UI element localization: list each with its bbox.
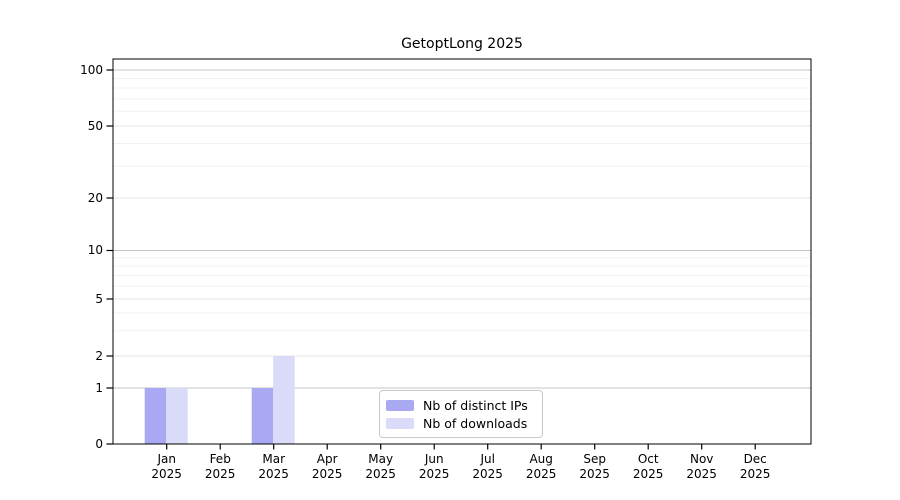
y-tick-label: 2 [95, 348, 103, 363]
x-tick-label: Feb 2025 [204, 452, 236, 481]
y-tick-label: 100 [80, 62, 103, 77]
legend-swatch-distinct-ips [386, 399, 414, 411]
legend-item-downloads: Nb of downloads [386, 415, 534, 434]
x-tick-label: Jan 2025 [151, 452, 182, 481]
x-tick-label: Aug 2025 [525, 452, 557, 481]
bar-downloads [166, 388, 188, 444]
bar-distinct-ips [251, 388, 274, 444]
y-tick-label: 20 [87, 190, 103, 205]
y-tick-label: 5 [95, 291, 103, 306]
x-tick-label: Oct 2025 [632, 452, 664, 481]
legend-item-distinct-ips: Nb of distinct IPs [386, 396, 534, 415]
legend-swatch-downloads [386, 418, 414, 430]
x-tick-label: Jul 2025 [472, 452, 503, 481]
x-tick-label: May 2025 [365, 452, 396, 481]
axis-spines [112, 58, 812, 445]
legend-label-downloads: Nb of downloads [423, 416, 528, 432]
x-tick-label: Nov 2025 [686, 452, 717, 481]
x-tick-label: Apr 2025 [311, 452, 343, 481]
x-tick-label: Sep 2025 [579, 452, 610, 481]
legend-label-distinct-ips: Nb of distinct IPs [423, 397, 528, 413]
x-tick-label: Mar 2025 [258, 452, 289, 481]
y-tick-label: 0 [95, 436, 103, 451]
y-tick-label: 50 [87, 118, 103, 133]
chart-title: GetoptLong 2025 [401, 36, 523, 52]
x-tick-label: Dec 2025 [739, 452, 771, 481]
x-tick-label: Jun 2025 [418, 452, 450, 481]
y-tick-label: 1 [95, 380, 103, 395]
bar-distinct-ips [144, 388, 167, 444]
legend: Nb of distinct IPs Nb of downloads [379, 390, 543, 438]
y-tick-label: 10 [87, 243, 103, 257]
bar-downloads [273, 356, 295, 444]
